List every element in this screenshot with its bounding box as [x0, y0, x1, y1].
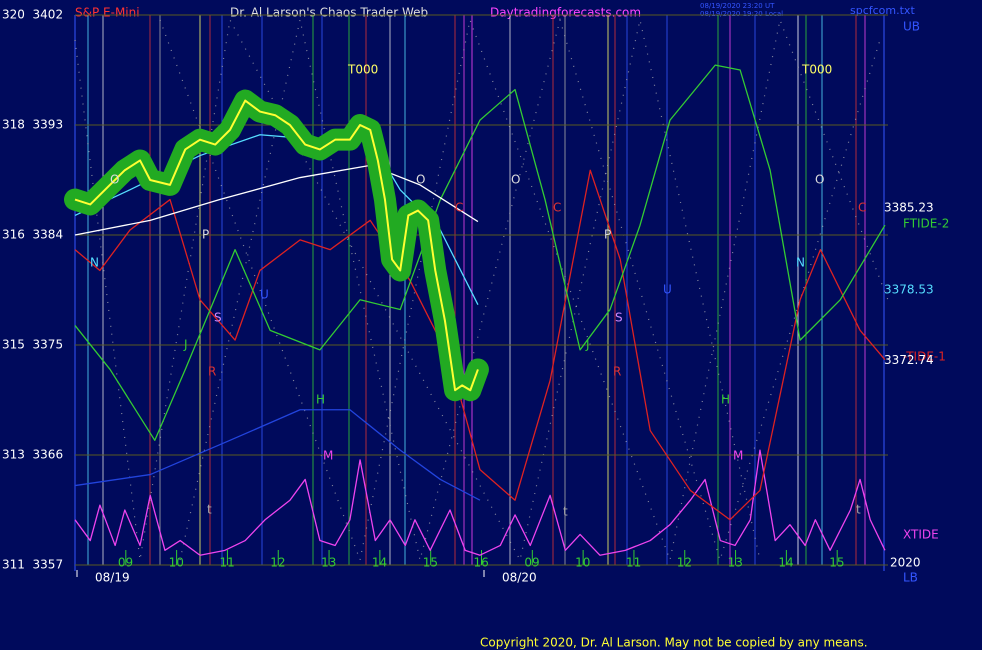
x-tick-label: 15 — [829, 556, 844, 570]
annotation: R — [208, 365, 216, 379]
chart-title: Dr. Al Larson's Chaos Trader Web — [230, 6, 428, 20]
annotation: O — [416, 173, 425, 187]
file-name: spcfcom.txt — [850, 4, 915, 17]
annotation: J — [183, 338, 188, 352]
annotation: t — [563, 505, 568, 519]
annotation: U — [663, 283, 672, 297]
annotation: J — [585, 338, 590, 352]
lower-band-label: LB — [903, 571, 918, 585]
annotation: O — [815, 173, 824, 187]
x-tick-label: 10 — [575, 556, 590, 570]
series-line — [74, 164, 479, 236]
website: Daytradingforecasts.com — [490, 6, 641, 20]
copyright: Copyright 2020, Dr. Al Larson. May not b… — [480, 636, 868, 650]
annotation: N — [796, 256, 805, 270]
timestamp: 08/19/2020 23:20 UT — [700, 2, 775, 10]
x-tick-label: 12 — [677, 556, 692, 570]
annotation: O — [110, 173, 119, 187]
annotation: S — [615, 311, 623, 325]
upper-band-label: UB — [903, 20, 920, 34]
y-tick-label: 313 3366 — [2, 448, 63, 462]
y-tick-label: 320 3402 — [2, 8, 63, 22]
x-tick-label: 14 — [778, 556, 793, 570]
x-tick-label: 11 — [626, 556, 641, 570]
series-line — [74, 99, 479, 392]
annotation: R — [613, 365, 621, 379]
series-line — [74, 409, 481, 501]
y-tick-label: 315 3375 — [2, 338, 63, 352]
annotation: P — [604, 228, 611, 242]
value-label: 3385.23 — [884, 200, 934, 214]
annotation: T000 — [347, 63, 378, 77]
annotation: t — [207, 503, 212, 517]
y-tick-label: 316 3384 — [2, 228, 63, 242]
x-tick-label: 11 — [219, 556, 234, 570]
annotation: N — [90, 256, 99, 270]
legend-entry: -TIDE-1 — [903, 350, 946, 364]
annotation: t — [856, 503, 861, 517]
y-tick-label: 318 3393 — [2, 118, 63, 132]
timestamp: 08/19/2020 19:20 Local — [700, 10, 783, 18]
y-tick-label: 311 3357 — [2, 558, 63, 572]
series-line — [74, 169, 886, 521]
value-label: 3378.53 — [884, 282, 934, 296]
x-tick-label: 16 — [474, 556, 489, 570]
x-tick-label: 15 — [423, 556, 438, 570]
year-label: 2020 — [890, 556, 921, 570]
annotation: C — [858, 201, 866, 215]
instrument: S&P E-Mini — [75, 6, 140, 20]
x-tick-label: 13 — [321, 556, 336, 570]
x-tick-label: 14 — [372, 556, 387, 570]
x-tick-label: 13 — [728, 556, 743, 570]
annotation: U — [260, 288, 269, 302]
legend-entry: XTIDE — [903, 528, 939, 542]
date-label: 08/20 — [502, 571, 537, 585]
x-tick-label: 10 — [169, 556, 184, 570]
annotation: M — [323, 449, 333, 463]
series-line — [74, 449, 886, 556]
legend-entry: FTIDE-2 — [903, 217, 949, 231]
annotation: M — [733, 449, 743, 463]
annotation: S — [214, 311, 222, 325]
x-tick-label: 09 — [524, 556, 539, 570]
annotation: T000 — [801, 63, 832, 77]
date-label: 08/19 — [95, 571, 130, 585]
series-line — [74, 64, 886, 441]
annotation: O — [511, 173, 520, 187]
annotation: H — [721, 393, 730, 407]
annotation: C — [455, 201, 463, 215]
annotation: C — [553, 201, 561, 215]
x-tick-label: 09 — [118, 556, 133, 570]
x-tick-label: 12 — [270, 556, 285, 570]
annotation: P — [202, 228, 209, 242]
value-label: 3372.74 — [884, 353, 934, 367]
annotation: H — [316, 393, 325, 407]
